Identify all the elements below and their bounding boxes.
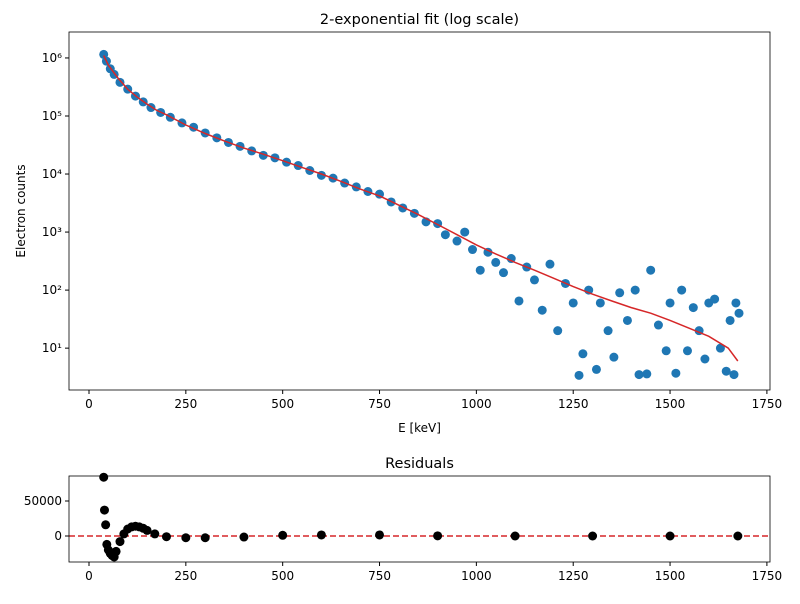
data-point <box>677 285 687 295</box>
plot-frame <box>68 31 771 391</box>
chart-title: Residuals <box>385 456 454 472</box>
data-point <box>615 288 625 298</box>
x-tick-label: 750 <box>368 569 391 583</box>
data-point <box>99 505 109 515</box>
data-point <box>460 227 470 237</box>
y-tick-label: 10¹ <box>42 341 62 355</box>
data-point <box>642 369 652 379</box>
data-point <box>710 294 720 304</box>
x-tick-label: 250 <box>174 569 197 583</box>
chart-title: 2-exponential fit (log scale) <box>320 12 519 28</box>
data-point <box>375 530 385 540</box>
data-point <box>630 285 640 295</box>
data-point <box>142 525 152 535</box>
x-tick-label: 250 <box>174 397 197 411</box>
x-tick-label: 1500 <box>655 397 686 411</box>
data-point <box>688 303 698 313</box>
data-point <box>733 531 743 541</box>
x-tick-label: 1000 <box>461 569 492 583</box>
y-tick-label: 10⁶ <box>42 51 62 65</box>
data-point <box>150 529 160 539</box>
y-tick-label: 10³ <box>42 225 62 239</box>
data-point <box>661 346 671 356</box>
y-tick-label: 10⁵ <box>42 109 62 123</box>
data-point <box>514 296 524 306</box>
x-tick-label: 1500 <box>655 569 686 583</box>
data-point <box>433 531 443 541</box>
data-point <box>588 531 598 541</box>
data-point <box>725 315 735 325</box>
data-point <box>491 257 501 267</box>
y-tick-label: 10⁴ <box>42 167 62 181</box>
data-point <box>634 370 644 380</box>
data-point <box>99 49 109 59</box>
x-tick-label: 1750 <box>752 397 783 411</box>
data-point <box>734 308 744 318</box>
y-tick-label: 0 <box>54 529 62 543</box>
y-tick-label: 10² <box>42 283 62 297</box>
data-point <box>101 520 111 530</box>
data-point <box>653 320 663 330</box>
data-point <box>665 298 675 308</box>
data-point <box>200 533 210 543</box>
x-tick-label: 0 <box>85 397 93 411</box>
data-point <box>161 532 171 542</box>
data-point <box>545 259 555 269</box>
data-point <box>278 530 288 540</box>
data-point <box>715 343 725 353</box>
x-tick-label: 1250 <box>558 397 589 411</box>
fit-line <box>103 55 739 362</box>
data-point <box>316 530 326 540</box>
x-tick-label: 500 <box>271 569 294 583</box>
x-tick-label: 1000 <box>461 397 492 411</box>
data-point <box>498 268 508 278</box>
data-point <box>622 315 632 325</box>
x-axis-label: E [keV] <box>398 421 441 435</box>
y-tick-label: 50000 <box>24 494 62 508</box>
x-tick-label: 0 <box>85 569 93 583</box>
plot-frame <box>68 475 771 563</box>
data-point <box>721 366 731 376</box>
data-point <box>700 354 710 364</box>
data-point <box>181 533 191 543</box>
x-tick-label: 1750 <box>752 569 783 583</box>
data-point <box>729 370 739 380</box>
data-point <box>568 298 578 308</box>
data-point <box>115 537 125 547</box>
data-point <box>537 305 547 315</box>
data-point <box>440 230 450 240</box>
x-tick-label: 1250 <box>558 569 589 583</box>
data-point <box>452 236 462 246</box>
data-point <box>646 265 656 275</box>
data-point <box>115 77 125 87</box>
data-point <box>111 546 121 556</box>
x-tick-label: 750 <box>368 397 391 411</box>
data-point <box>529 275 539 285</box>
data-point <box>731 298 741 308</box>
data-point <box>99 472 109 482</box>
data-point <box>682 346 692 356</box>
data-point <box>591 364 601 374</box>
data-point <box>603 326 613 336</box>
data-point <box>467 245 477 255</box>
data-point <box>671 368 681 378</box>
data-point <box>506 254 516 264</box>
data-point <box>239 532 249 542</box>
data-point <box>553 326 563 336</box>
data-point <box>574 370 584 380</box>
data-point <box>595 298 605 308</box>
y-axis-label: Electron counts <box>14 164 28 257</box>
data-point <box>578 349 588 359</box>
data-point <box>609 352 619 362</box>
data-point <box>475 265 485 275</box>
x-tick-label: 500 <box>271 397 294 411</box>
data-point <box>510 531 520 541</box>
data-point <box>665 531 675 541</box>
